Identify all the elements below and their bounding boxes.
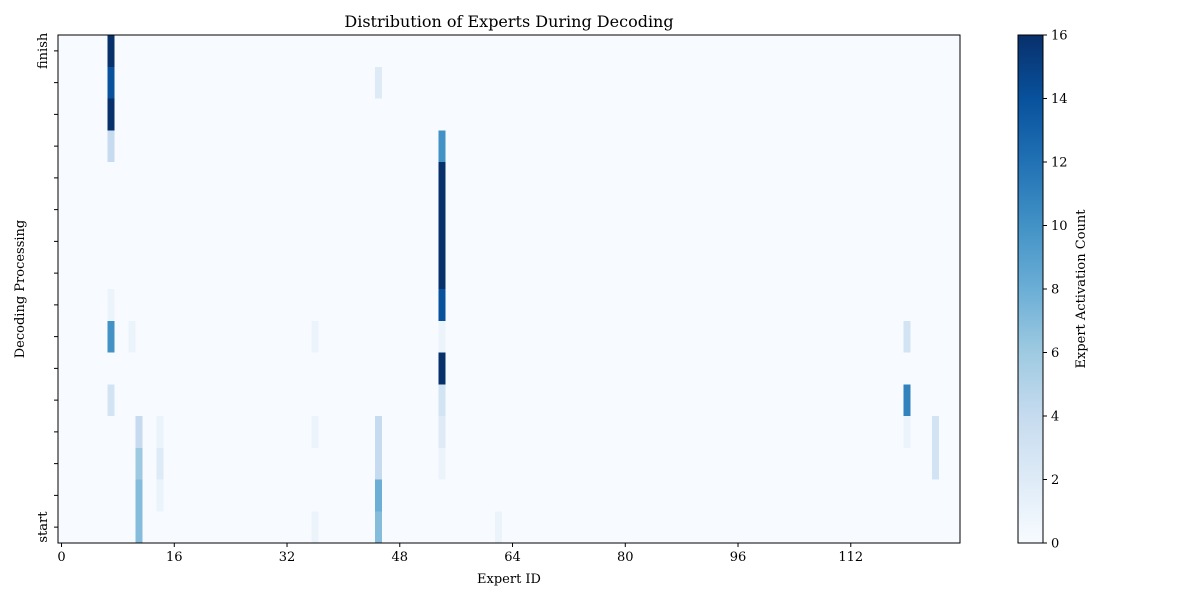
- heatmap-cell: [438, 162, 446, 194]
- heatmap-cell: [311, 511, 319, 543]
- x-tick-label: 112: [838, 550, 863, 565]
- colorbar-gradient: [1017, 34, 1044, 544]
- heatmap-cell: [494, 511, 502, 543]
- heatmap-cell: [931, 416, 939, 448]
- heatmap-cell: [438, 320, 446, 353]
- heatmap-cell: [903, 384, 911, 416]
- heatmap-cell: [156, 479, 164, 512]
- heatmap-cell: [375, 66, 383, 99]
- colorbar-tick-label: 12: [1051, 156, 1068, 171]
- heatmap-cell: [107, 66, 115, 99]
- colorbar: 0 2 4 6 8 10 12 14 16: [1017, 29, 1068, 552]
- heatmap-cell: [107, 384, 115, 416]
- heatmap-cell: [107, 98, 115, 131]
- heatmap-cell: [156, 416, 164, 448]
- heatmap-cell: [107, 35, 115, 67]
- colorbar-tick-label: 16: [1051, 29, 1068, 44]
- heatmap-cell: [135, 511, 143, 543]
- heatmap-cell: [311, 416, 319, 448]
- colorbar-title: Expert Activation Count: [1074, 209, 1089, 369]
- heatmap-cell: [903, 320, 911, 353]
- plot-frame: [57, 34, 961, 544]
- heatmap-background: [58, 35, 960, 543]
- colorbar-tick-label: 4: [1051, 410, 1059, 425]
- heatmap-cell: [931, 447, 939, 480]
- x-tick-label: 32: [279, 550, 296, 565]
- heatmap-cell: [107, 289, 115, 321]
- colorbar-tick-label: 10: [1051, 219, 1068, 234]
- colorbar-tick-label: 8: [1051, 283, 1059, 298]
- heatmap-cell: [438, 257, 446, 289]
- y-tick-label: start: [36, 511, 51, 543]
- colorbar-tick-label: 0: [1051, 537, 1059, 552]
- heatmap-cell: [438, 193, 446, 226]
- x-tick-label: 48: [392, 550, 409, 565]
- heatmap-cell: [903, 416, 911, 448]
- colorbar-tick-label: 6: [1051, 346, 1059, 361]
- x-tick-label: 16: [166, 550, 183, 565]
- heatmap-cell: [438, 384, 446, 416]
- heatmap-cell: [156, 447, 164, 480]
- colorbar-tick-label: 2: [1051, 473, 1059, 488]
- heatmap-cell: [128, 320, 136, 353]
- y-axis-title: Decoding Processing: [13, 220, 28, 359]
- colorbar-tick-label: 14: [1051, 92, 1068, 107]
- heatmap-cell: [438, 225, 446, 258]
- x-tick-label: 80: [617, 550, 634, 565]
- heatmap-cell: [438, 289, 446, 321]
- heatmap-cell: [438, 352, 446, 385]
- x-tick-label: 0: [57, 550, 65, 565]
- heatmap-cell: [135, 447, 143, 480]
- heatmap-cell: [135, 479, 143, 512]
- y-tick-label: finish: [36, 32, 51, 69]
- heatmap-cell: [107, 320, 115, 353]
- heatmap-cell: [107, 130, 115, 162]
- heatmap-area: [58, 35, 960, 543]
- axes: 0 16 32 48 64 80 96 112 start finish: [36, 32, 961, 565]
- heatmap-cell: [375, 416, 383, 448]
- heatmap-cell: [438, 416, 446, 448]
- chart-title: Distribution of Experts During Decoding: [344, 12, 673, 31]
- heatmap-cell: [438, 447, 446, 480]
- heatmap-cell: [438, 130, 446, 162]
- x-tick-label: 96: [730, 550, 747, 565]
- heatmap-cell: [311, 320, 319, 353]
- heatmap-cell: [375, 479, 383, 512]
- x-axis-title: Expert ID: [477, 572, 541, 587]
- heatmap-cell: [375, 447, 383, 480]
- heatmap-cell: [375, 511, 383, 543]
- x-tick-label: 64: [504, 550, 521, 565]
- heatmap-cell: [135, 416, 143, 448]
